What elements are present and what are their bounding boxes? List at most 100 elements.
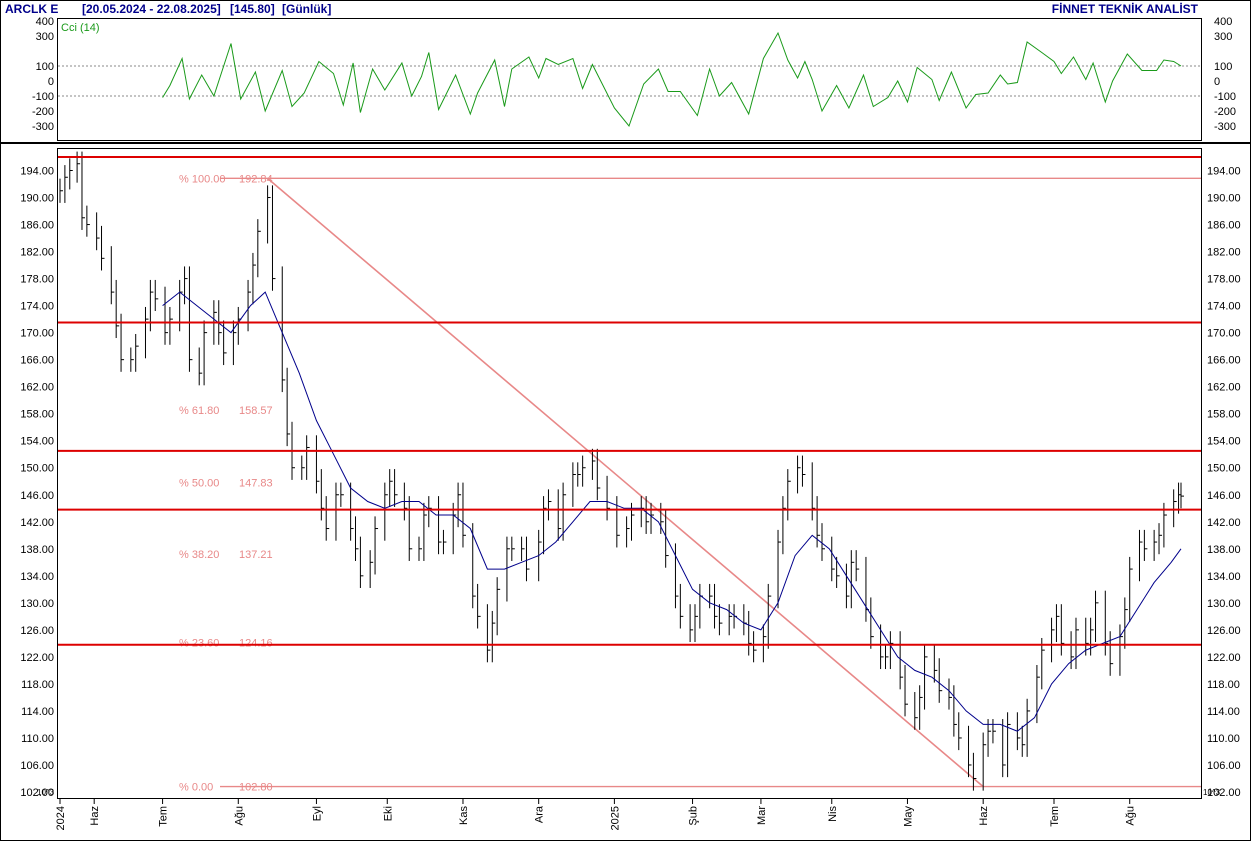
- price-tick-label-right: 178.00: [1207, 274, 1241, 286]
- indicator-panel: Cci (14) 400 300 100 0 -100 -200 -300 400 300 10…: [32, 16, 1236, 141]
- fib-value-label: 192.84: [239, 173, 273, 185]
- price-tick-label-left: 174.00: [20, 301, 54, 313]
- header-period: [Günlük]: [282, 2, 331, 16]
- cci-tick-label-right: 400: [1214, 16, 1232, 28]
- x-axis: 2024 Haz Tem Ağu Eyl Eki Kas Ara 2025 Şub Mar Nis Ma…: [55, 799, 1137, 830]
- cci-tick-label-right: -100: [1214, 91, 1236, 103]
- price-tick-label-left: 190.00: [20, 193, 54, 205]
- x-tick-label: Nis: [827, 806, 839, 822]
- price-tick-label-left: 170.00: [20, 328, 54, 340]
- x-tick-label: 2025: [609, 806, 621, 830]
- header-last-price: [145.80]: [230, 2, 275, 16]
- price-tick-label-right: 162.00: [1207, 382, 1241, 394]
- price-tick-label-right: 150.00: [1207, 463, 1241, 475]
- x-tick-label: Ağu: [233, 806, 245, 826]
- price-tick-label-right: 118.00: [1207, 679, 1240, 691]
- price-tick-label-left: 150.00: [20, 463, 54, 475]
- fib-value-label: 158.57: [239, 405, 273, 417]
- cci-line: [162, 31, 1182, 128]
- x-tick-label: Mar: [756, 806, 768, 825]
- price-tick-label-left: 130.00: [20, 598, 54, 610]
- cci-tick-label-left: -100: [32, 91, 54, 103]
- cci-tick-label-right: 100: [1214, 61, 1232, 73]
- price-tick-label-left: 182.00: [20, 247, 54, 259]
- fib-percent-label: % 100.00: [179, 173, 225, 185]
- x-tick-label: Haz: [89, 806, 101, 826]
- price-tick-label-left: 110.00: [21, 733, 54, 745]
- cci-legend: Cci (14): [61, 22, 100, 34]
- price-tick-label-right: 122.00: [1207, 652, 1241, 664]
- x-tick-label: Eyl: [311, 806, 323, 821]
- price-tick-label-right: 154.00: [1207, 436, 1241, 448]
- fib-percent-label: % 23.60: [179, 637, 219, 649]
- cci-tick-label-left: -300: [32, 121, 54, 133]
- price-tick-label-left: 134.00: [20, 571, 54, 583]
- price-tick-label-right: 114.00: [1207, 706, 1240, 718]
- fib-percent-label: % 61.80: [179, 405, 219, 417]
- fib-value-label: 137.21: [239, 549, 273, 561]
- price-tick-label-left: 102.00: [20, 787, 54, 799]
- price-tick-label-left: 178.00: [20, 274, 54, 286]
- price-tick-label-right: 102.00: [1207, 787, 1241, 799]
- header-brand: FİNNET TEKNİK ANALİST: [1052, 1, 1199, 16]
- scale-note-left: 10^3: [37, 788, 55, 797]
- fib-percent-label: % 38.20: [179, 549, 219, 561]
- price-tick-label-left: 186.00: [20, 220, 54, 232]
- cci-tick-label-right: 0: [1214, 76, 1220, 88]
- price-tick-label-left: 114.00: [21, 706, 54, 718]
- fib-value-label: 102.80: [239, 782, 273, 794]
- price-tick-label-right: 158.00: [1207, 409, 1241, 421]
- price-tick-label-left: 194.00: [20, 166, 54, 178]
- x-tick-label: Ara: [534, 805, 546, 823]
- header-date-range: [20.05.2024 - 22.08.2025]: [82, 2, 221, 16]
- moving-average-line: [162, 291, 1182, 732]
- x-tick-label: Haz: [978, 806, 990, 826]
- x-tick-label: Kas: [458, 806, 470, 825]
- x-tick-label: Tem: [158, 806, 170, 827]
- cci-tick-label-right: -200: [1214, 106, 1236, 118]
- x-tick-label: Ağu: [1125, 806, 1137, 826]
- price-tick-label-right: 138.00: [1207, 544, 1241, 556]
- fib-value-label: 147.83: [239, 477, 273, 489]
- price-tick-label-right: 170.00: [1207, 328, 1241, 340]
- price-tick-label-right: 110.00: [1207, 733, 1240, 745]
- price-panel: 194.00 190.00 186.00 182.00 178.00 174.00 170.…: [20, 148, 1241, 799]
- price-tick-label-right: 166.00: [1207, 355, 1241, 367]
- x-tick-label: Eki: [382, 806, 394, 821]
- price-tick-label-right: 126.00: [1207, 625, 1241, 637]
- price-tick-label-left: 162.00: [20, 382, 54, 394]
- cci-tick-label-left: 400: [36, 16, 54, 28]
- price-tick-label-left: 158.00: [20, 409, 54, 421]
- cci-tick-label-right: 300: [1214, 31, 1232, 43]
- price-tick-label-left: 118.00: [21, 679, 54, 691]
- x-tick-label: 2024: [55, 806, 67, 830]
- cci-tick-label-left: 100: [36, 61, 54, 73]
- price-tick-label-left: 106.00: [20, 760, 54, 772]
- fib-percent-label: % 50.00: [179, 477, 219, 489]
- price-tick-label-left: 122.00: [20, 652, 54, 664]
- cci-tick-label-left: 0: [48, 76, 54, 88]
- price-tick-label-right: 186.00: [1207, 220, 1241, 232]
- scale-note-right: 10^3: [1203, 788, 1221, 797]
- price-tick-label-left: 154.00: [20, 436, 54, 448]
- cci-tick-label-right: -300: [1214, 121, 1236, 133]
- price-tick-label-right: 106.00: [1207, 760, 1241, 772]
- price-tick-label-right: 130.00: [1207, 598, 1241, 610]
- price-tick-label-left: 138.00: [20, 544, 54, 556]
- price-tick-label-right: 134.00: [1207, 571, 1241, 583]
- price-tick-label-right: 194.00: [1207, 166, 1241, 178]
- price-tick-label-left: 166.00: [20, 355, 54, 367]
- fib-percent-label: % 0.00: [179, 782, 213, 794]
- price-tick-label-left: 146.00: [20, 490, 54, 502]
- price-tick-label-right: 142.00: [1207, 517, 1241, 529]
- price-tick-label-right: 174.00: [1207, 301, 1241, 313]
- x-tick-label: May: [902, 806, 914, 827]
- cci-tick-label-left: -200: [32, 106, 54, 118]
- price-tick-label-right: 190.00: [1207, 193, 1241, 205]
- x-tick-label: Tem: [1049, 806, 1061, 827]
- trend-line: [267, 177, 984, 788]
- cci-tick-label-left: 300: [36, 31, 54, 43]
- price-tick-label-right: 182.00: [1207, 247, 1241, 259]
- price-tick-label-left: 126.00: [20, 625, 54, 637]
